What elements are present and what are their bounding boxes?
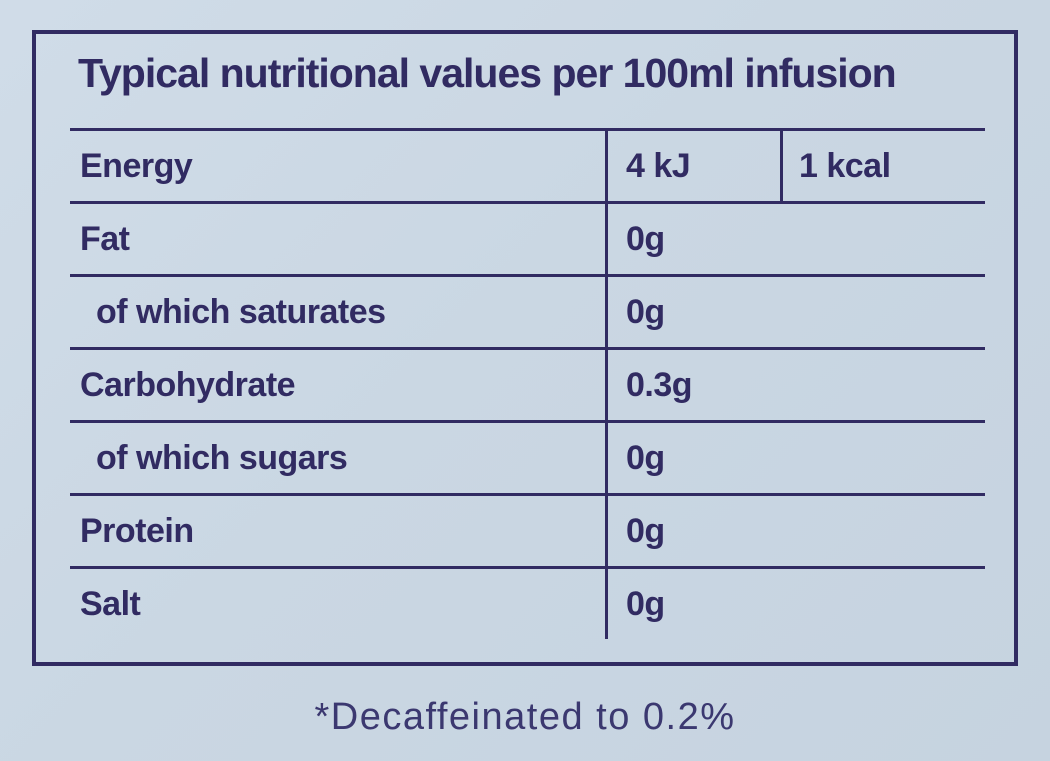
nutrient-value: 0.3g	[605, 350, 985, 420]
table-title: Typical nutritional values per 100ml inf…	[78, 50, 897, 96]
nutrient-value: 0g	[605, 569, 985, 639]
decaffeinated-footnote: *Decaffeinated to 0.2%	[314, 696, 736, 738]
nutrient-name: Energy	[80, 146, 193, 185]
nutrient-name: Salt	[80, 584, 141, 623]
table-row: Carbohydrate 0.3g	[70, 347, 985, 420]
nutrient-name: Fat	[80, 219, 130, 258]
nutrient-value: 0g	[605, 277, 985, 347]
nutrient-name: Protein	[80, 511, 194, 550]
table-row: Protein 0g	[70, 493, 985, 566]
nutrient-value: 0g	[605, 204, 985, 274]
nutrient-value: 4 kJ	[605, 131, 780, 201]
table-row: Energy 4 kJ 1 kcal	[70, 128, 985, 201]
nutrient-name: of which sugars	[96, 438, 348, 477]
table-row: Fat 0g	[70, 201, 985, 274]
nutrient-name: of which saturates	[96, 292, 386, 331]
table-row: Salt 0g	[70, 566, 985, 639]
nutrient-value: 0g	[605, 496, 985, 566]
table-row: of which saturates 0g	[70, 274, 985, 347]
nutrient-name: Carbohydrate	[80, 365, 296, 404]
nutrition-table: Energy 4 kJ 1 kcal Fat 0g of which saturates 0…	[70, 128, 985, 639]
nutrient-value: 0g	[605, 423, 985, 493]
nutrition-table-box: Typical nutritional values per 100ml inf…	[32, 30, 1018, 666]
table-row: of which sugars 0g	[70, 420, 985, 493]
nutrient-value-secondary: 1 kcal	[780, 131, 985, 201]
